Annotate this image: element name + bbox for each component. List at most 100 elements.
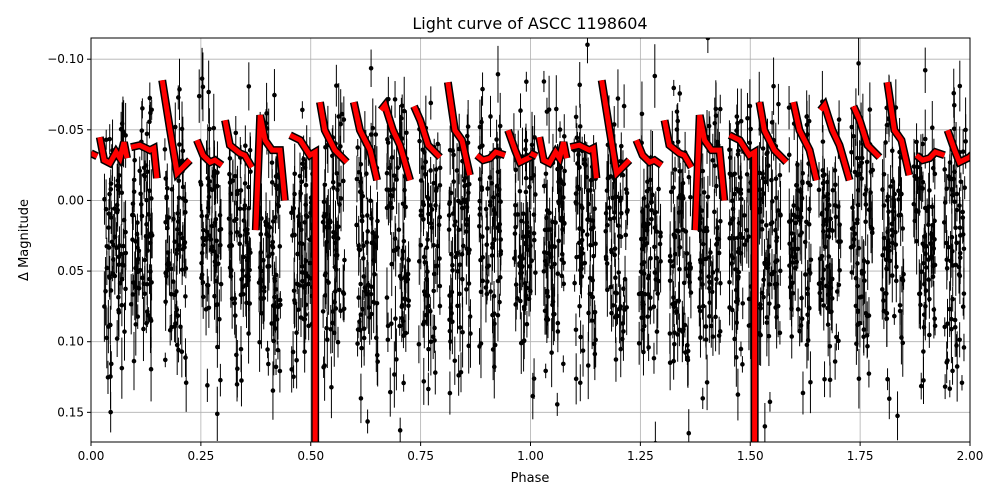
- data-point: [227, 180, 233, 185]
- data-point: [452, 358, 458, 364]
- data-point: [162, 147, 168, 152]
- data-point: [900, 340, 906, 346]
- data-point: [214, 170, 220, 175]
- data-point: [624, 190, 630, 196]
- data-point: [775, 303, 781, 309]
- model-segment: [97, 136, 130, 167]
- data-point: [142, 257, 148, 263]
- data-point: [551, 312, 556, 317]
- data-point: [616, 270, 622, 275]
- data-point: [108, 215, 114, 220]
- data-point: [777, 172, 783, 178]
- data-point: [705, 38, 711, 41]
- data-point: [240, 268, 245, 273]
- data-point: [478, 289, 484, 295]
- data-point: [681, 195, 686, 201]
- data-point: [275, 347, 281, 353]
- model-segment: [529, 151, 538, 159]
- data-point: [593, 241, 598, 247]
- data-point: [394, 357, 399, 362]
- data-point: [817, 290, 823, 296]
- data-point: [147, 276, 152, 282]
- data-point: [590, 294, 596, 300]
- data-point: [950, 368, 955, 374]
- data-point: [385, 137, 390, 142]
- data-point: [769, 177, 774, 183]
- data-point: [894, 264, 899, 270]
- data-point: [447, 390, 453, 396]
- data-point: [437, 303, 443, 309]
- data-point: [401, 108, 407, 114]
- data-point: [806, 267, 812, 273]
- data-point: [331, 185, 336, 191]
- data-point: [139, 128, 145, 133]
- data-point: [912, 173, 918, 179]
- data-point: [821, 267, 827, 273]
- data-point: [177, 142, 182, 147]
- data-point: [464, 287, 469, 292]
- data-point: [355, 341, 360, 346]
- data-point: [428, 308, 433, 314]
- data-point: [592, 309, 598, 315]
- data-point: [480, 86, 485, 92]
- data-point: [232, 173, 238, 179]
- data-point: [880, 252, 885, 258]
- data-point: [918, 302, 923, 308]
- data-point: [672, 330, 677, 335]
- data-point: [359, 218, 365, 223]
- data-point: [957, 203, 962, 208]
- data-point: [562, 221, 567, 226]
- model-segment: [757, 101, 789, 164]
- data-point: [645, 314, 651, 319]
- data-point: [729, 253, 734, 258]
- data-point: [117, 184, 122, 189]
- data-point: [196, 93, 202, 99]
- x-tick-label: 1.75: [847, 449, 874, 463]
- data-point: [137, 267, 143, 273]
- data-point: [870, 167, 876, 173]
- data-point: [730, 217, 735, 222]
- data-point: [674, 309, 679, 315]
- data-point: [883, 291, 889, 296]
- data-point: [304, 214, 310, 220]
- data-point: [258, 232, 264, 237]
- data-point: [714, 276, 719, 282]
- data-point: [264, 231, 269, 237]
- data-point: [901, 271, 906, 277]
- data-point: [947, 386, 953, 392]
- data-point: [836, 239, 841, 244]
- data-point: [677, 245, 683, 250]
- data-point: [432, 370, 438, 375]
- data-point: [931, 246, 937, 251]
- data-point: [642, 291, 648, 297]
- data-point: [104, 243, 110, 249]
- data-point: [215, 344, 220, 350]
- data-point: [336, 114, 342, 119]
- data-point: [421, 319, 427, 325]
- x-tick-label: 0.25: [188, 449, 215, 463]
- data-point: [199, 213, 205, 219]
- model-segment: [569, 142, 599, 179]
- data-point: [266, 263, 272, 269]
- data-point: [616, 233, 622, 239]
- data-point: [576, 186, 582, 192]
- data-point: [688, 194, 693, 200]
- data-point: [778, 213, 783, 218]
- data-point: [437, 256, 442, 261]
- data-point: [331, 234, 336, 240]
- data-point: [206, 182, 211, 188]
- data-point: [577, 124, 583, 129]
- data-point: [322, 182, 328, 188]
- data-point: [718, 218, 723, 224]
- data-point: [644, 228, 650, 233]
- data-point: [896, 213, 902, 218]
- data-point: [886, 396, 892, 401]
- observation-points: [102, 38, 968, 442]
- data-point: [727, 235, 732, 241]
- data-point: [166, 260, 171, 266]
- data-point: [613, 290, 618, 296]
- data-point: [550, 302, 555, 308]
- data-point: [364, 240, 370, 245]
- data-point: [866, 313, 872, 318]
